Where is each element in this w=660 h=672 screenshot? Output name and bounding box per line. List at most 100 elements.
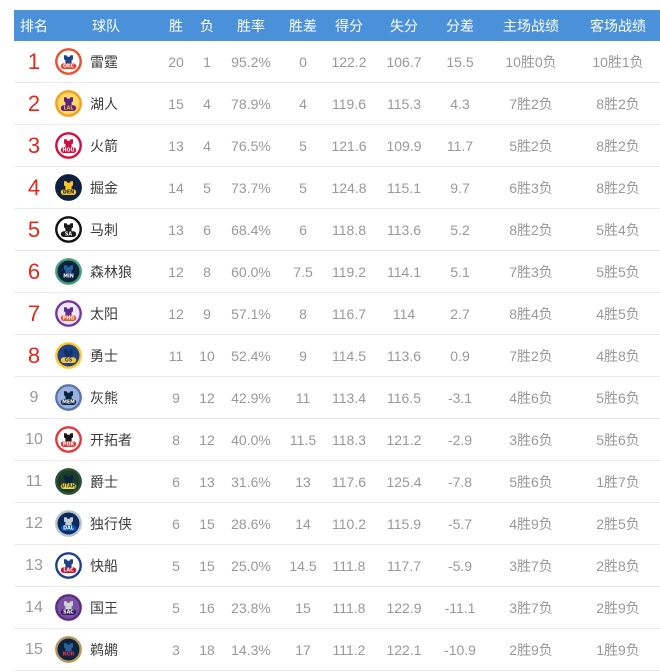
point-diff-cell: 15.5	[446, 53, 474, 70]
away-record-cell: 1胜7负	[596, 473, 640, 490]
team-logo-icon: MEM	[55, 384, 82, 411]
table-row[interactable]: 7 PHO 太阳 12 9 57.1% 8 116.7 114 2.7 8胜4负…	[14, 293, 660, 335]
points-for-cell: 113.4	[332, 389, 366, 406]
team-name: 森林狼	[90, 263, 132, 280]
table-row[interactable]: 10 POR 开拓者 8 12 40.0% 11.5 118.3 121.2 -…	[14, 419, 660, 461]
svg-text:MIN: MIN	[63, 274, 74, 280]
team-name: 马刺	[90, 221, 118, 238]
wins-cell: 12	[168, 263, 184, 280]
rank-number: 13	[25, 556, 43, 574]
point-diff-cell: 5.2	[450, 221, 470, 238]
points-against-cell: 117.7	[387, 557, 421, 574]
point-diff-cell: 2.7	[450, 305, 470, 322]
standings-table: 排名 球队 胜 负 胜率 胜差 得分 失分 分差 主场战绩 客场战绩 1 OKC…	[14, 10, 660, 671]
team-logo-icon: GS	[55, 342, 82, 369]
rank-number: 5	[27, 216, 41, 242]
table-row[interactable]: 13 LAC 快船 5 15 25.0% 14.5 111.8 117.7 -5…	[14, 545, 660, 587]
points-against-cell: 109.9	[386, 137, 422, 154]
table-row[interactable]: 6 MIN 森林狼 12 8 60.0% 7.5 119.2 114.1 5.1…	[14, 251, 660, 293]
points-for-cell: 111.8	[332, 599, 366, 616]
wins-cell: 9	[172, 389, 180, 406]
team-name: 快船	[90, 557, 118, 574]
team-name: 雷霆	[90, 53, 118, 70]
points-for-cell: 114.5	[332, 347, 366, 364]
home-record-cell: 3胜7负	[509, 599, 553, 616]
games-behind-cell: 11.5	[289, 431, 317, 448]
rank-number: 3	[27, 132, 41, 158]
svg-text:HOU: HOU	[63, 148, 75, 154]
point-diff-cell: 11.7	[446, 137, 474, 154]
team-cell: MIN 森林狼	[54, 258, 158, 285]
team-cell: DEN 掘金	[54, 174, 158, 201]
losses-cell: 8	[203, 263, 211, 280]
home-record-cell: 7胜3负	[509, 263, 553, 280]
col-header-wins: 胜	[169, 17, 183, 34]
table-row[interactable]: 3 HOU 火箭 13 4 76.5% 5 121.6 109.9 11.7 5…	[14, 125, 660, 167]
win-pct-cell: 95.2%	[231, 53, 271, 70]
team-cell: DAL 独行侠	[54, 510, 158, 537]
rank-number: 11	[25, 472, 43, 490]
table-row[interactable]: 11 UTAH 爵士 6 13 31.6% 13 117.6 125.4 -7.…	[14, 461, 660, 503]
team-logo-icon: UTAH	[55, 468, 82, 495]
table-row[interactable]: 8 GS 勇士 11 10 52.4% 9 114.5 113.6 0.9 7胜…	[14, 335, 660, 377]
away-record-cell: 4胜5负	[596, 305, 640, 322]
point-diff-cell: -5.9	[447, 557, 473, 574]
rank-number: 7	[27, 300, 41, 326]
losses-cell: 9	[203, 305, 211, 322]
team-name: 国王	[90, 599, 118, 616]
home-record-cell: 8胜2负	[509, 221, 553, 238]
losses-cell: 1	[203, 53, 211, 70]
table-row[interactable]: 2 LAL 湖人 15 4 78.9% 4 119.6 115.3 4.3 7胜…	[14, 83, 660, 125]
svg-text:OKC: OKC	[63, 64, 75, 70]
win-pct-cell: 40.0%	[231, 431, 271, 448]
wins-cell: 5	[172, 557, 180, 574]
team-logo-icon: OKC	[55, 48, 82, 75]
losses-cell: 16	[199, 599, 215, 616]
team-logo-icon: SAC	[55, 594, 82, 621]
point-diff-cell: 0.9	[450, 347, 470, 364]
games-behind-cell: 14.5	[289, 557, 317, 574]
points-for-cell: 110.2	[332, 515, 366, 532]
col-header-gb: 胜差	[289, 17, 317, 34]
col-header-home: 主场战绩	[503, 17, 559, 34]
home-record-cell: 2胜9负	[509, 641, 553, 658]
table-row[interactable]: 12 DAL 独行侠 6 15 28.6% 14 110.2 115.9 -5.…	[14, 503, 660, 545]
col-header-pa: 失分	[390, 17, 418, 34]
rank-number: 15	[25, 640, 43, 658]
home-record-cell: 5胜2负	[509, 137, 553, 154]
away-record-cell: 5胜6负	[596, 389, 640, 406]
team-logo-icon: POR	[55, 426, 82, 453]
table-row[interactable]: 1 OKC 雷霆 20 1 95.2% 0 122.2 106.7 15.5 1…	[14, 41, 660, 83]
losses-cell: 15	[199, 557, 215, 574]
points-against-cell: 115.1	[387, 179, 421, 196]
table-row[interactable]: 5 SA 马刺 13 6 68.4% 6 118.8 113.6 5.2 8胜2…	[14, 209, 660, 251]
point-diff-cell: 9.7	[450, 179, 470, 196]
points-against-cell: 115.3	[387, 95, 421, 112]
points-for-cell: 111.2	[332, 641, 366, 658]
team-name: 鹈鹕	[90, 641, 118, 658]
team-logo-icon: LAC	[55, 552, 82, 579]
col-header-diff: 分差	[446, 17, 474, 34]
team-cell: OKC 雷霆	[54, 48, 158, 75]
away-record-cell: 4胜8负	[596, 347, 640, 364]
points-for-cell: 118.8	[332, 221, 366, 238]
table-row[interactable]: 9 MEM 灰熊 9 12 42.9% 11 113.4 116.5 -3.1 …	[14, 377, 660, 419]
points-for-cell: 118.3	[332, 431, 366, 448]
team-logo-icon: MIN	[55, 258, 82, 285]
table-row[interactable]: 14 SAC 国王 5 16 23.8% 15 111.8 122.9 -11.…	[14, 587, 660, 629]
team-cell: LAC 快船	[54, 552, 158, 579]
table-row[interactable]: 4 DEN 掘金 14 5 73.7% 5 124.8 115.1 9.7 6胜…	[14, 167, 660, 209]
win-pct-cell: 52.4%	[231, 347, 271, 364]
home-record-cell: 7胜2负	[509, 95, 553, 112]
points-against-cell: 114.1	[387, 263, 421, 280]
table-row[interactable]: 15 NOR 鹈鹕 3 18 14.3% 17 111.2 122.1 -10.…	[14, 629, 660, 671]
win-pct-cell: 28.6%	[231, 515, 271, 532]
wins-cell: 12	[168, 305, 184, 322]
win-pct-cell: 60.0%	[231, 263, 271, 280]
losses-cell: 12	[199, 431, 215, 448]
point-diff-cell: -5.7	[447, 515, 473, 532]
points-against-cell: 122.9	[386, 599, 422, 616]
team-cell: GS 勇士	[54, 342, 158, 369]
win-pct-cell: 14.3%	[231, 641, 271, 658]
wins-cell: 14	[168, 179, 184, 196]
